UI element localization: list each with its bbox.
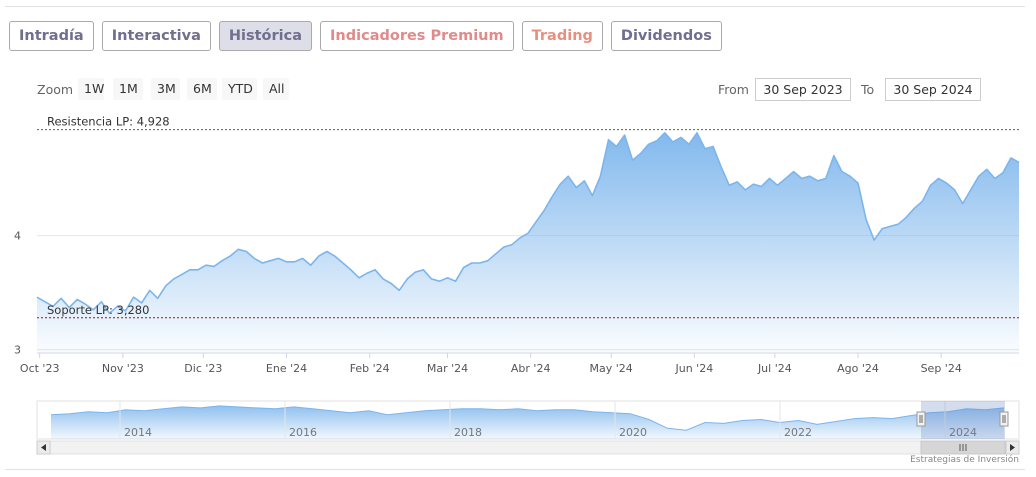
- x-tick-label: Mar '24: [427, 362, 468, 375]
- support-label: Soporte LP: 3,280: [47, 303, 149, 317]
- navigator-line: [50, 405, 1005, 431]
- x-tick-label: Dic '23: [184, 362, 222, 375]
- navigator-year-label: 2016: [289, 426, 317, 439]
- reference-lines: Resistencia LP: 4,928 Soporte LP: 3,280: [37, 115, 1019, 319]
- navigator-year-label: 2020: [619, 426, 647, 439]
- navigator-year-label: 2024: [949, 426, 977, 439]
- navigator-year-label: 2022: [784, 426, 812, 439]
- navigator[interactable]: 2014 2016 2018 2020 2022 2024: [36, 400, 1020, 455]
- x-tick-label: Jul '24: [757, 362, 792, 375]
- x-tick-label: Ene '24: [266, 362, 307, 375]
- tab-historica[interactable]: Histórica: [218, 21, 313, 51]
- zoom-label: Zoom: [37, 82, 74, 97]
- tab-intradia[interactable]: Intradía: [9, 21, 94, 51]
- to-date-input[interactable]: [885, 78, 981, 101]
- bottom-divider: [5, 469, 1025, 470]
- x-tick-label: May '24: [590, 362, 633, 375]
- chart-tabs: Intradía Interactiva Histórica Indicador…: [9, 21, 722, 51]
- top-divider: [5, 6, 1025, 7]
- zoom-button-all[interactable]: All: [263, 78, 289, 100]
- x-tick-label: Ago '24: [837, 362, 879, 375]
- navigator-year-label: 2014: [124, 426, 152, 439]
- navigator-left-handle[interactable]: [916, 411, 926, 427]
- series-layer: [36, 132, 1020, 352]
- navigator-year-label: 2018: [454, 426, 482, 439]
- zoom-button-1m[interactable]: 1M: [113, 78, 143, 100]
- zoom-button-3m[interactable]: 3M: [151, 78, 180, 100]
- zoom-button-1w[interactable]: 1W: [78, 78, 104, 100]
- x-tick-label: Nov '23: [102, 362, 144, 375]
- navigator-selection[interactable]: [921, 401, 1005, 439]
- navigator-right-handle[interactable]: [999, 411, 1009, 427]
- tab-dividendos[interactable]: Dividendos: [610, 21, 722, 51]
- resistance-label: Resistencia LP: 4,928: [47, 115, 170, 129]
- navigator-area: [51, 405, 1004, 439]
- axes: 3 4 Oct '23 Nov '23 Dic '23 Ene '24 Feb '24 Mar…: [14, 230, 1019, 375]
- x-tick-label: Abr '24: [511, 362, 551, 375]
- x-tick-label: Jun '24: [674, 362, 713, 375]
- x-tick-label: Sep '24: [921, 362, 962, 375]
- price-series-line: [36, 132, 1020, 314]
- x-tick-label: Feb '24: [350, 362, 390, 375]
- price-area: [37, 132, 1019, 352]
- scroll-left-arrow-icon: [41, 444, 46, 451]
- zoom-button-6m[interactable]: 6M: [187, 78, 217, 100]
- tab-trading[interactable]: Trading: [521, 21, 603, 51]
- scrollbar-track: [36, 440, 1020, 455]
- tab-indicadores-premium[interactable]: Indicadores Premium: [320, 21, 514, 51]
- x-tick-label: Oct '23: [20, 362, 60, 375]
- y-tick-label: 4: [14, 230, 21, 243]
- zoom-button-ytd[interactable]: YTD: [222, 78, 257, 100]
- chart-credit: Estrategias de Inversión: [910, 455, 1019, 465]
- tab-interactiva[interactable]: Interactiva: [101, 21, 211, 51]
- from-label: From: [718, 82, 749, 97]
- y-tick-label: 3: [14, 344, 21, 357]
- from-date-input[interactable]: [755, 78, 851, 101]
- to-label: To: [861, 82, 875, 97]
- scroll-right-arrow-icon: [1010, 444, 1015, 451]
